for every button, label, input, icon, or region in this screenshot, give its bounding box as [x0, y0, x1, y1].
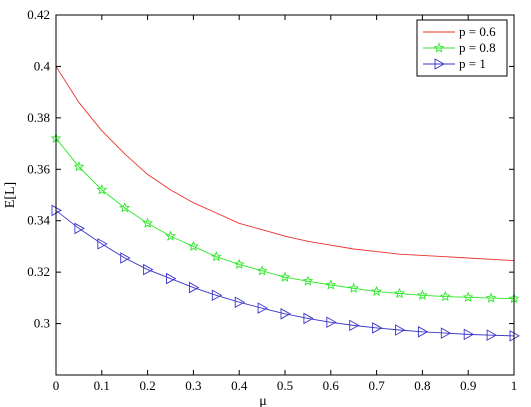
star-marker-outline — [279, 271, 291, 282]
legend-label: p = 0.8 — [459, 40, 496, 55]
data-point — [463, 328, 475, 341]
data-point — [417, 289, 428, 300]
data-point — [279, 271, 291, 282]
legend-label: p = 0.6 — [459, 24, 496, 39]
x-tick-label: 0.2 — [139, 378, 155, 393]
data-point — [233, 258, 245, 270]
data-point — [142, 217, 153, 228]
star-marker-outline — [348, 282, 360, 293]
legend: p = 0.6p = 0.8p = 1 — [416, 19, 508, 77]
series-1 — [55, 66, 515, 262]
star-marker-outline — [142, 217, 153, 228]
y-axis-label: E[L] — [3, 182, 18, 208]
data-point — [166, 272, 177, 285]
x-tick-label: 0.8 — [414, 378, 430, 393]
x-tick-label: 0.7 — [368, 378, 385, 393]
data-point — [325, 279, 337, 290]
series-2 — [50, 132, 520, 304]
y-tick-label: 0.38 — [27, 110, 50, 125]
series-layer — [50, 66, 520, 342]
legend-label: p = 1 — [459, 56, 486, 71]
series-line — [55, 138, 515, 300]
y-tick-label: 0.4 — [34, 58, 51, 73]
star-marker-outline — [73, 161, 85, 172]
data-point — [395, 324, 406, 336]
x-tick-label: 0.1 — [94, 378, 110, 393]
legend-entry-1: p = 0.6 — [423, 24, 496, 39]
data-point — [417, 326, 429, 338]
data-point — [211, 289, 223, 302]
data-point — [73, 161, 85, 172]
data-point — [280, 308, 291, 320]
star-marker-outline — [462, 291, 474, 302]
star-marker-outline — [119, 202, 131, 213]
star-marker-outline — [165, 230, 176, 241]
data-point — [348, 282, 360, 293]
star-marker-outline — [433, 42, 445, 53]
data-point — [256, 265, 268, 276]
star-marker-outline — [371, 285, 382, 297]
x-tick-label: 0 — [53, 378, 60, 393]
data-point — [462, 291, 474, 302]
data-point — [486, 329, 498, 341]
x-tick-label: 0.5 — [277, 378, 293, 393]
data-point — [210, 251, 222, 262]
star-marker-outline — [210, 251, 222, 262]
data-point — [96, 184, 108, 195]
y-tick-label: 0.3 — [34, 316, 50, 331]
star-marker-outline — [439, 290, 451, 302]
star-marker-outline — [188, 240, 199, 252]
data-point — [143, 263, 154, 276]
data-point — [257, 302, 269, 314]
series-line — [55, 66, 515, 262]
legend-swatch-marker — [434, 58, 445, 70]
y-tick-label: 0.32 — [27, 264, 50, 279]
x-tick-label: 0.9 — [460, 378, 476, 393]
y-tick-label: 0.42 — [27, 7, 50, 22]
data-point — [188, 240, 199, 252]
data-point — [440, 327, 452, 339]
star-marker-outline — [325, 279, 337, 290]
data-point — [74, 222, 85, 235]
x-tick-label: 0.4 — [231, 378, 248, 393]
x-tick-label: 1 — [511, 378, 518, 393]
legend-entry-2: p = 0.8 — [423, 40, 496, 55]
star-marker-outline — [256, 265, 268, 276]
data-point — [326, 316, 337, 329]
data-point — [120, 252, 131, 264]
legend-swatch-marker — [433, 42, 445, 53]
data-point — [165, 230, 176, 241]
data-point — [349, 319, 360, 332]
data-point — [371, 285, 382, 297]
data-point — [439, 290, 451, 302]
data-point — [302, 275, 314, 286]
star-marker-outline — [485, 292, 497, 303]
data-point — [485, 292, 497, 303]
x-tick-label: 0.3 — [185, 378, 201, 393]
x-axis-label: μ — [259, 394, 267, 407]
star-marker-outline — [417, 289, 428, 300]
star-marker-outline — [302, 275, 314, 286]
data-point — [394, 287, 405, 299]
data-point — [119, 202, 131, 213]
data-point — [234, 296, 246, 308]
x-tick-label: 0.6 — [323, 378, 340, 393]
data-point — [188, 281, 200, 294]
legend-entry-3: p = 1 — [423, 56, 486, 71]
series-line — [55, 210, 515, 337]
data-point — [372, 322, 383, 334]
y-tick-label: 0.34 — [27, 213, 50, 228]
star-marker-outline — [233, 258, 245, 270]
star-marker-outline — [394, 287, 405, 299]
y-tick-label: 0.36 — [27, 161, 50, 176]
series-3 — [51, 204, 520, 342]
axes-layer: 0 0.1 0.2 0.3 0.4 0.5 0.6 0.7 0.8 0.9 1 0.3 0.32 0.34… — [3, 7, 517, 407]
data-point — [303, 312, 314, 325]
star-marker-outline — [96, 184, 108, 195]
data-point — [97, 238, 108, 250]
